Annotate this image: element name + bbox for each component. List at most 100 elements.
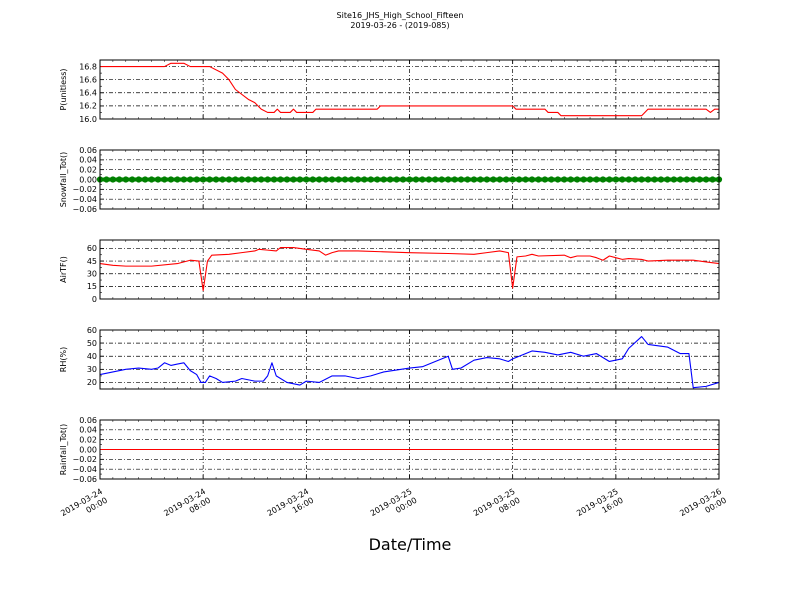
series-marker — [296, 176, 303, 183]
y-tick-label: 45 — [87, 257, 97, 266]
series-marker — [316, 176, 323, 183]
series-marker — [709, 176, 716, 183]
y-tick-label: 60 — [87, 244, 97, 253]
x-tick-label: 2019-03-2600:00 — [678, 487, 728, 527]
series-line — [99, 247, 720, 292]
x-tick-label: 2019-03-2400:00 — [59, 487, 109, 527]
series-marker — [348, 176, 355, 183]
series-marker — [161, 176, 168, 183]
series-marker — [554, 176, 561, 183]
y-tick-label: 16.4 — [79, 89, 97, 98]
series-marker — [103, 176, 110, 183]
series-marker — [522, 176, 529, 183]
chart-title: Site16_JHS_High_School_Fifteen — [336, 11, 464, 20]
series-marker — [219, 176, 226, 183]
y-tick-label: −0.04 — [72, 465, 97, 474]
y-tick-label: 16.6 — [79, 75, 97, 84]
y-tick-label: 15 — [87, 282, 97, 291]
x-tick-label: 2019-03-2500:00 — [369, 487, 419, 527]
y-tick-label: 20 — [87, 378, 97, 387]
panel-frame — [99, 149, 720, 210]
y-tick-label: −0.06 — [72, 475, 97, 484]
series-marker — [599, 176, 607, 183]
series-marker — [464, 176, 471, 183]
series-marker — [606, 176, 613, 183]
series-marker — [393, 176, 400, 183]
y-tick-label: 0.06 — [79, 416, 97, 425]
y-tick-label: 60 — [87, 326, 97, 335]
chart-subtitle: 2019-03-26 - (2019-085) — [350, 21, 450, 30]
series-marker — [561, 176, 568, 183]
y-tick-label: −0.02 — [72, 455, 97, 464]
series-marker — [135, 176, 142, 183]
series-marker — [574, 176, 581, 183]
series-marker — [412, 176, 420, 183]
y-tick-label: 0.02 — [79, 165, 97, 174]
y-tick-label: 16.0 — [79, 115, 97, 124]
series-marker — [225, 176, 233, 183]
series-marker — [632, 176, 639, 183]
y-axis-label: Snowfall_Tot() — [59, 152, 68, 208]
series-marker — [193, 176, 200, 183]
series-marker — [174, 176, 181, 183]
series-marker — [670, 176, 677, 183]
series-marker — [677, 176, 684, 183]
series-marker — [200, 176, 207, 183]
x-tick-label: 2019-03-2508:00 — [472, 487, 522, 527]
x-tick-label: 2019-03-2416:00 — [266, 487, 316, 527]
series-marker — [232, 176, 239, 183]
panel-4: 20 30 40 50 60 RH(%) — [59, 326, 720, 390]
series-marker — [341, 176, 349, 183]
series-marker — [496, 176, 503, 183]
y-tick-label: 0 — [92, 295, 97, 304]
series-marker — [180, 176, 187, 183]
series-marker — [154, 176, 162, 183]
series-marker — [322, 176, 329, 183]
series-marker — [651, 176, 658, 183]
series-marker — [509, 176, 516, 183]
series-marker — [380, 176, 387, 183]
series-marker — [290, 176, 297, 183]
panel-frame — [99, 329, 720, 390]
y-axis-label: RH(%) — [59, 347, 68, 372]
series-marker — [212, 176, 220, 183]
series-marker — [148, 176, 155, 183]
panel-frame — [99, 239, 720, 300]
series-line — [100, 62, 719, 117]
x-tick-label: 2019-03-2408:00 — [162, 487, 212, 527]
series-marker — [277, 176, 284, 183]
y-tick-label: 50 — [87, 339, 97, 348]
series-marker — [335, 176, 342, 183]
series-marker — [657, 176, 665, 183]
panel-5: −0.06−0.04−0.020.000.020.040.06 Rainfall_… — [59, 416, 720, 484]
series-marker — [625, 176, 632, 183]
series-marker — [541, 176, 549, 183]
y-tick-label: 30 — [87, 365, 97, 374]
series-marker — [419, 176, 426, 183]
series-marker — [548, 176, 555, 183]
y-tick-label: 0.00 — [79, 175, 97, 184]
series-marker — [457, 176, 465, 183]
y-tick-label: −0.02 — [72, 185, 97, 194]
y-tick-label: 0.00 — [79, 445, 97, 454]
series-marker — [703, 176, 710, 183]
panel-3: 0 15 30 45 60 AirTF() — [59, 239, 720, 304]
series-marker — [251, 176, 258, 183]
x-axis-label: Date/Time — [368, 535, 452, 554]
series-marker — [528, 176, 536, 183]
y-tick-label: 0.02 — [79, 435, 97, 444]
series-marker — [425, 176, 432, 183]
series-marker — [593, 176, 600, 183]
series-marker — [567, 176, 574, 183]
series-marker — [619, 176, 626, 183]
series-marker — [264, 176, 271, 183]
series-marker — [438, 176, 445, 183]
y-tick-label: 0.06 — [79, 146, 97, 155]
series-marker — [445, 176, 452, 183]
series-marker — [535, 176, 542, 183]
panel-1: 16.0 16.2 16.4 16.6 16.8 P(unitless) — [59, 59, 720, 124]
series-marker — [329, 176, 336, 183]
series-marker — [580, 176, 587, 183]
series-marker — [483, 176, 490, 183]
